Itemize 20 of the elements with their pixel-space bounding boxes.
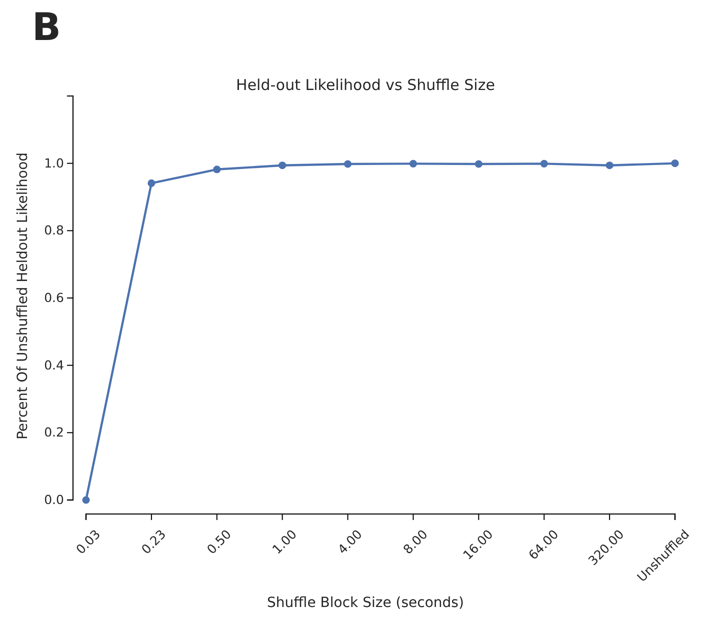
y-tick-label: 1.0 bbox=[44, 155, 64, 170]
point bbox=[606, 162, 614, 170]
point bbox=[409, 160, 418, 168]
point bbox=[671, 160, 679, 168]
y-tick-label: 0.0 bbox=[44, 492, 64, 507]
x-axis-title: Shuffle Block Size (seconds) bbox=[267, 595, 464, 611]
point bbox=[540, 160, 548, 168]
y-axis-title: Percent Of Unshuffled Heldout Likelihood bbox=[15, 152, 31, 440]
y-tick-label: 0.2 bbox=[44, 424, 64, 440]
y-tick-label: 0.6 bbox=[44, 290, 64, 305]
point bbox=[474, 160, 482, 168]
point bbox=[278, 162, 286, 170]
point bbox=[82, 496, 90, 504]
y-tick-label: 0.8 bbox=[44, 222, 64, 238]
chart-title: Held-out Likelihood vs Shuffle Size bbox=[236, 76, 495, 94]
text: B bbox=[32, 5, 61, 49]
y-tick-label: 0.4 bbox=[44, 357, 64, 372]
point bbox=[148, 179, 156, 187]
point bbox=[344, 160, 352, 168]
point bbox=[213, 166, 221, 174]
